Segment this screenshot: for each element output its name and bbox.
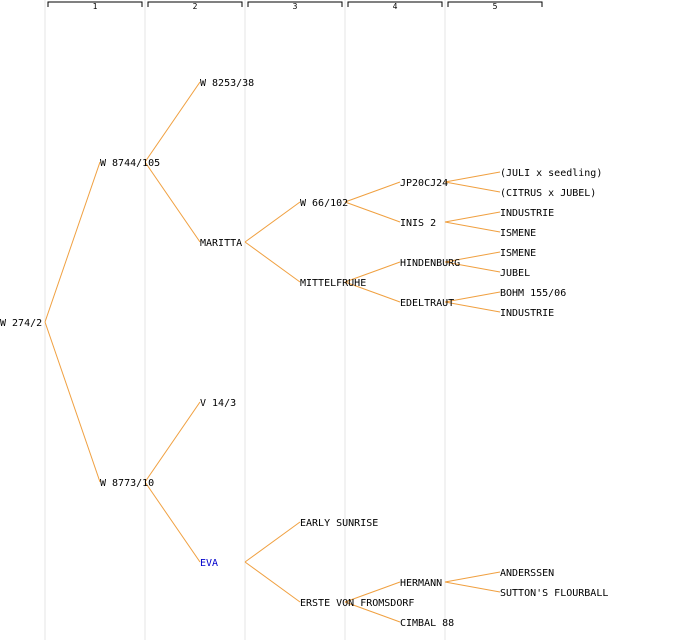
pedigree-node: W 66/102 [300, 198, 348, 209]
pedigree-link [444, 291, 501, 303]
generation-bracket [347, 1, 443, 7]
pedigree-node: W 274/2 [0, 318, 42, 329]
pedigree-node: CIMBAL 88 [400, 618, 454, 629]
generation-header: 1 2 3 4 5 [47, 1, 543, 11]
pedigree-link [144, 481, 201, 563]
pedigree-link [344, 261, 401, 283]
pedigree-node: ISMENE [500, 248, 536, 259]
pedigree-nodes: W 274/2 W 8744/105 W 8253/38 MARITTA W 66/10… [0, 78, 608, 629]
pedigree-node: (JULI x seedling) [500, 168, 602, 179]
pedigree-node: W 8253/38 [200, 78, 254, 89]
pedigree-link [344, 181, 401, 203]
pedigree-link [444, 211, 501, 223]
generation-bracket [247, 1, 343, 7]
pedigree-node: HINDENBURG [400, 258, 460, 269]
generation-bracket [147, 1, 243, 7]
pedigree-node: W 8773/10 [100, 478, 154, 489]
generation-separators [44, 0, 446, 640]
pedigree-node: ANDERSSEN [500, 568, 554, 579]
pedigree-link [444, 181, 501, 193]
pedigree-node: W 8744/105 [100, 158, 160, 169]
pedigree-node: (CITRUS x JUBEL) [500, 188, 596, 199]
pedigree-node: SUTTON'S FLOURBALL [500, 588, 608, 599]
pedigree-node: HERMANN [400, 578, 442, 589]
generation-number: 5 [493, 2, 498, 11]
pedigree-link [444, 171, 501, 183]
pedigree-node: JUBEL [500, 268, 530, 279]
pedigree-links [44, 81, 501, 623]
pedigree-link [344, 581, 401, 603]
pedigree-node: MARITTA [200, 238, 242, 249]
pedigree-link [244, 201, 301, 243]
pedigree-link [44, 321, 101, 483]
pedigree-link [144, 161, 201, 243]
pedigree-node: INDUSTRIE [500, 308, 554, 319]
pedigree-node: MITTELFRUHE [300, 278, 366, 289]
pedigree-link [144, 81, 201, 163]
pedigree-link [444, 251, 501, 263]
generation-bracket [47, 1, 143, 7]
pedigree-link [444, 301, 501, 313]
generation-number: 4 [393, 2, 398, 11]
pedigree-link [344, 281, 401, 303]
generation-number: 1 [93, 2, 98, 11]
pedigree-node: JP20CJ24 [400, 178, 448, 189]
pedigree-node: EDELTRAUT [400, 298, 454, 309]
pedigree-node: EARLY SUNRISE [300, 518, 378, 529]
pedigree-link [444, 261, 501, 273]
pedigree-link [244, 241, 301, 283]
pedigree-link [444, 581, 501, 593]
generation-number: 2 [193, 2, 198, 11]
pedigree-link [244, 521, 301, 563]
pedigree-node: ERSTE VON FROMSDORF [300, 598, 414, 609]
pedigree-link [444, 571, 501, 583]
pedigree-node: ISMENE [500, 228, 536, 239]
generation-bracket [447, 1, 543, 7]
generation-number: 3 [293, 2, 298, 11]
pedigree-link [44, 161, 101, 323]
pedigree-node: V 14/3 [200, 398, 236, 409]
pedigree-node-highlighted[interactable]: EVA [200, 558, 218, 569]
pedigree-link [244, 561, 301, 603]
pedigree-link [444, 221, 501, 233]
pedigree-node: INDUSTRIE [500, 208, 554, 219]
pedigree-link [144, 401, 201, 483]
pedigree-link [344, 601, 401, 623]
pedigree-link [344, 201, 401, 223]
pedigree-node: INIS 2 [400, 218, 436, 229]
pedigree-node: BOHM 155/06 [500, 288, 566, 299]
